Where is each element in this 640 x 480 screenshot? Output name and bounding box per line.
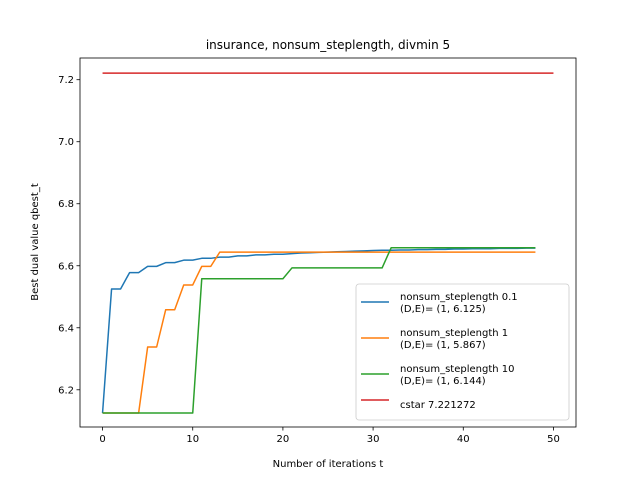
x-tick-label: 20	[277, 434, 290, 445]
y-axis-ticks: 6.2 6.4 6.6 6.8 7.0 7.2	[58, 75, 80, 396]
x-tick-label: 10	[186, 434, 199, 445]
y-tick-label: 6.4	[58, 323, 74, 334]
series-line-2	[102, 247, 536, 414]
x-tick-label: 30	[367, 434, 380, 445]
legend-label-0: nonsum_steplength 0.1	[400, 292, 518, 303]
legend-label-2-line2: (D,E)= (1, 6.144)	[400, 376, 486, 387]
series-line-1	[102, 251, 536, 414]
y-tick-label: 6.2	[58, 385, 74, 396]
x-tick-label: 50	[547, 434, 560, 445]
x-axis-label: Number of iterations t	[273, 459, 384, 470]
legend-label-1: nonsum_steplength 1	[400, 328, 508, 339]
series-layer	[101, 72, 554, 414]
y-axis-label: Best dual value qbest_t	[30, 183, 41, 301]
legend-label-0-line2: (D,E)= (1, 6.125)	[400, 304, 486, 315]
y-tick-label: 7.2	[58, 75, 74, 86]
legend-box	[355, 283, 570, 421]
legend-label-3: cstar 7.221272	[400, 400, 476, 411]
chart-title: insurance, nonsum_steplength, divmin 5	[206, 38, 450, 52]
legend: nonsum_steplength 0.1(D,E)= (1, 6.125) no…	[355, 283, 570, 421]
y-tick-label: 6.8	[58, 199, 74, 210]
x-tick-label: 0	[99, 434, 105, 445]
y-tick-label: 6.6	[58, 261, 74, 272]
x-tick-label: 40	[457, 434, 470, 445]
x-axis-ticks: 0 10 20 30 40 50	[99, 427, 560, 445]
legend-label-1-line2: (D,E)= (1, 5.867)	[400, 340, 486, 351]
legend-label-2: nonsum_steplength 10	[400, 364, 515, 375]
y-tick-label: 7.0	[58, 137, 74, 148]
plot-frame	[79, 57, 577, 428]
